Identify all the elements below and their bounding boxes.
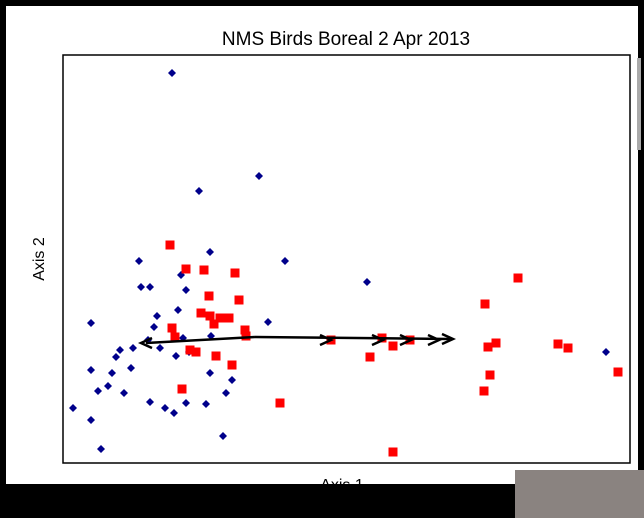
diamond-point — [363, 278, 371, 286]
square-point — [191, 347, 201, 357]
square-point — [215, 313, 225, 323]
diamond-point — [94, 387, 102, 395]
y-axis-label: Axis 2 — [31, 237, 48, 281]
square-point — [181, 264, 191, 274]
square-point — [227, 360, 237, 370]
diamond-point — [146, 398, 154, 406]
square-point — [205, 311, 215, 321]
diamond-point — [112, 353, 120, 361]
diamond-point — [120, 389, 128, 397]
diamond-point — [156, 344, 164, 352]
plot-area — [62, 54, 631, 464]
points — [69, 69, 623, 457]
diamond-point — [87, 416, 95, 424]
gray-bar — [637, 58, 641, 150]
square-point — [167, 323, 177, 333]
square-point — [388, 341, 398, 351]
square-point — [365, 352, 375, 362]
diamond-point — [87, 366, 95, 374]
square-point — [483, 342, 493, 352]
diamond-point — [161, 404, 169, 412]
square-point — [209, 319, 219, 329]
square-point — [485, 370, 495, 380]
diamond-point — [69, 404, 77, 412]
diamond-point — [182, 399, 190, 407]
square-point — [196, 308, 206, 318]
diamond-point — [602, 348, 610, 356]
diamond-point — [146, 283, 154, 291]
diamond-point — [116, 346, 124, 354]
diamond-point — [219, 432, 227, 440]
chart-title: NMS Birds Boreal 2 Apr 2013 — [222, 29, 470, 50]
diamond-point — [153, 312, 161, 320]
square-point — [185, 345, 195, 355]
square-point — [177, 384, 187, 394]
diamond-point — [87, 319, 95, 327]
square-point — [513, 273, 523, 283]
square-point — [224, 313, 234, 323]
square-point — [204, 291, 214, 301]
diamond-point — [135, 257, 143, 265]
square-point — [170, 332, 180, 342]
square-point — [240, 325, 250, 335]
diamond-point — [172, 352, 180, 360]
gray-panel — [515, 470, 644, 518]
diamond-point — [207, 332, 215, 340]
diamond-point — [255, 172, 263, 180]
square-point — [241, 331, 251, 341]
diamond-point — [281, 257, 289, 265]
diamond-point — [108, 369, 116, 377]
square-point — [388, 447, 398, 457]
square-point — [230, 268, 240, 278]
diamond-point — [264, 318, 272, 326]
square-point — [275, 398, 285, 408]
diamond-point — [222, 389, 230, 397]
vectors — [137, 332, 457, 350]
square-point — [211, 351, 221, 361]
frame-inner — [6, 6, 638, 484]
diamond-point — [206, 369, 214, 377]
square-point — [199, 265, 209, 275]
diamond-point — [182, 286, 190, 294]
diamond-point — [104, 382, 112, 390]
diamond-point — [202, 400, 210, 408]
square-point — [491, 338, 501, 348]
diamond-point — [137, 283, 145, 291]
x-axis-label: Axis 1 — [320, 477, 364, 494]
diamond-point — [170, 409, 178, 417]
diamond-point — [206, 248, 214, 256]
diamond-point — [168, 69, 176, 77]
square-point — [480, 299, 490, 309]
diamond-point — [150, 323, 158, 331]
square-point — [613, 367, 623, 377]
diamond-point — [195, 187, 203, 195]
square-point — [479, 386, 489, 396]
diamond-point — [127, 364, 135, 372]
frame-inner — [6, 480, 511, 484]
diamond-point — [97, 445, 105, 453]
square-point — [553, 339, 563, 349]
square-point — [165, 240, 175, 250]
square-point — [234, 295, 244, 305]
square-point — [563, 343, 573, 353]
diamond-point — [228, 376, 236, 384]
diamond-point — [129, 344, 137, 352]
diamond-point — [174, 306, 182, 314]
